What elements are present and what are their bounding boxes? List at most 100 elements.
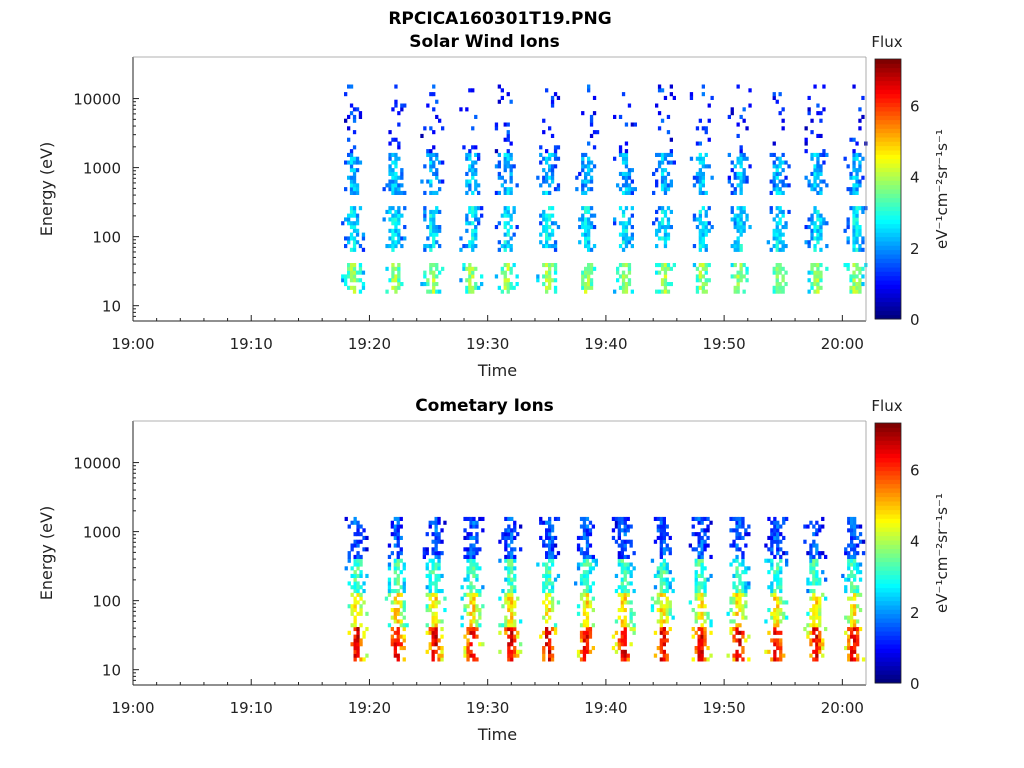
flux-cell bbox=[592, 145, 597, 150]
flux-cell bbox=[769, 190, 773, 195]
flux-cell bbox=[803, 627, 807, 632]
flux-cell bbox=[741, 520, 745, 525]
flux-cell bbox=[623, 649, 627, 654]
flux-cell bbox=[545, 221, 549, 226]
colorbar-swatch bbox=[875, 553, 901, 558]
flux-cell bbox=[856, 653, 860, 658]
flux-cell bbox=[428, 608, 432, 613]
y-tick-label: 10 bbox=[102, 662, 121, 680]
flux-cell bbox=[397, 213, 401, 218]
flux-cell bbox=[703, 547, 707, 552]
flux-cell bbox=[697, 604, 701, 609]
flux-cell bbox=[819, 179, 823, 184]
flux-cell bbox=[825, 244, 829, 249]
flux-cell bbox=[509, 244, 513, 249]
flux-cell bbox=[550, 244, 555, 249]
x-axis-label: Time bbox=[477, 725, 517, 744]
flux-cell bbox=[469, 535, 473, 540]
flux-cell bbox=[861, 175, 865, 180]
flux-cell bbox=[666, 152, 671, 157]
flux-cell bbox=[585, 543, 590, 548]
flux-cell bbox=[630, 168, 634, 173]
flux-cell bbox=[429, 152, 433, 157]
flux-cell bbox=[707, 103, 711, 108]
flux-cell bbox=[779, 657, 783, 662]
flux-cell bbox=[815, 642, 819, 647]
flux-cell bbox=[480, 282, 484, 287]
flux-cell bbox=[816, 111, 820, 116]
flux-cell bbox=[576, 649, 581, 654]
flux-cell bbox=[545, 528, 549, 533]
flux-cell bbox=[618, 187, 623, 192]
flux-cell bbox=[349, 149, 354, 154]
flux-cell bbox=[542, 179, 546, 184]
flux-cell bbox=[587, 236, 591, 241]
flux-cell bbox=[506, 206, 510, 211]
flux-cell bbox=[669, 137, 673, 142]
flux-cell bbox=[460, 615, 464, 620]
flux-cell bbox=[353, 600, 357, 605]
flux-cell bbox=[668, 611, 672, 616]
flux-cell bbox=[662, 551, 666, 556]
flux-cell bbox=[579, 623, 584, 628]
flux-cell bbox=[589, 282, 594, 287]
flux-cell bbox=[585, 592, 590, 597]
flux-cell bbox=[627, 221, 632, 226]
flux-cell bbox=[704, 270, 708, 275]
flux-cell bbox=[513, 547, 517, 552]
flux-cell bbox=[434, 596, 438, 601]
flux-cell bbox=[504, 528, 508, 533]
flux-cell bbox=[582, 532, 587, 537]
flux-cell bbox=[700, 592, 704, 597]
flux-cell bbox=[697, 558, 701, 563]
flux-cell bbox=[438, 228, 442, 233]
flux-cell bbox=[469, 516, 473, 521]
flux-cell bbox=[426, 244, 430, 249]
flux-cell bbox=[402, 600, 406, 605]
flux-cell bbox=[614, 589, 619, 594]
flux-cell bbox=[347, 114, 351, 119]
flux-cell bbox=[613, 114, 617, 119]
flux-cell bbox=[659, 570, 663, 575]
flux-cell bbox=[697, 562, 701, 567]
flux-cell bbox=[350, 604, 354, 609]
flux-cell bbox=[432, 228, 436, 233]
flux-cell bbox=[695, 266, 700, 271]
flux-cell bbox=[855, 175, 859, 180]
flux-cell bbox=[399, 535, 403, 540]
flux-cell bbox=[355, 107, 360, 112]
flux-cell bbox=[432, 152, 436, 157]
flux-cell bbox=[849, 289, 853, 294]
flux-cell bbox=[397, 156, 401, 161]
flux-cell bbox=[397, 141, 401, 146]
flux-cell bbox=[701, 156, 705, 161]
flux-cell bbox=[626, 589, 630, 594]
flux-cell bbox=[813, 236, 817, 241]
flux-cell bbox=[629, 611, 633, 616]
flux-cell bbox=[382, 217, 386, 222]
flux-cell bbox=[474, 232, 478, 237]
flux-cell bbox=[617, 535, 621, 540]
flux-cell bbox=[623, 566, 627, 571]
flux-cell bbox=[399, 646, 403, 651]
flux-cell bbox=[434, 524, 438, 529]
flux-cell bbox=[362, 547, 366, 552]
flux-cell bbox=[812, 532, 816, 537]
flux-cell bbox=[706, 516, 710, 521]
flux-cell bbox=[659, 524, 663, 529]
flux-cell bbox=[772, 92, 776, 97]
flux-cell bbox=[396, 634, 400, 639]
flux-cell bbox=[465, 190, 469, 195]
colorbar-swatch bbox=[875, 102, 901, 108]
flux-cell bbox=[466, 627, 470, 632]
flux-cell bbox=[468, 209, 472, 214]
flux-cell bbox=[849, 274, 853, 279]
flux-cell bbox=[548, 236, 552, 241]
flux-cell bbox=[548, 615, 552, 620]
flux-cell bbox=[584, 190, 588, 195]
flux-cell bbox=[426, 152, 430, 157]
flux-cell bbox=[616, 183, 620, 188]
flux-cell bbox=[394, 285, 398, 290]
flux-cell bbox=[812, 630, 816, 635]
